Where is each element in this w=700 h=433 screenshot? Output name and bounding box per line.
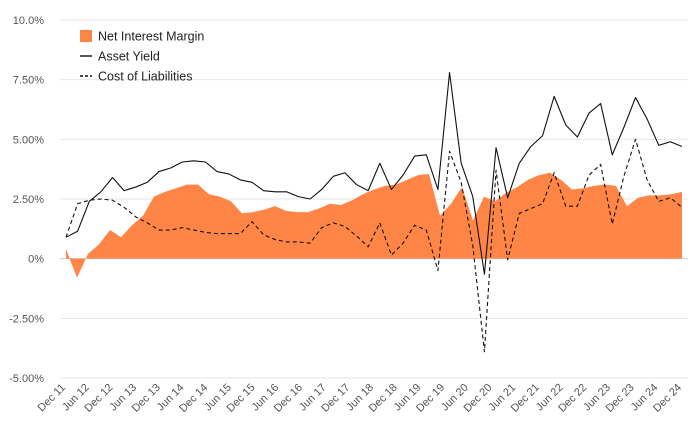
legend-item-asset-yield[interactable]: Asset Yield [80, 50, 160, 64]
y-tick-label: -5.00% [9, 373, 44, 385]
asset-yield-line [65, 71, 683, 275]
y-tick-label: 7.50% [13, 75, 44, 87]
legend-item-net-interest-margin[interactable]: Net Interest Margin [80, 30, 204, 44]
y-tick-label: 5.00% [13, 134, 44, 146]
y-tick-label: 2.50% [13, 194, 44, 206]
cost-of-liabilities-line [65, 138, 683, 353]
y-tick-label: 0% [28, 254, 44, 266]
legend-label-asset-yield: Asset Yield [98, 50, 160, 64]
legend[interactable]: Net Interest Margin Asset Yield Cost of Li… [80, 30, 204, 84]
legend-item-cost-of-liabilities[interactable]: Cost of Liabilities [80, 70, 193, 84]
y-tick-label: 10.0% [13, 15, 44, 27]
legend-swatch-net-interest-margin [80, 30, 92, 42]
legend-label-net-interest-margin: Net Interest Margin [98, 30, 204, 44]
legend-label-cost-of-liabilities: Cost of Liabilities [98, 70, 193, 84]
net-interest-margin-area [66, 172, 682, 278]
plot-area [65, 71, 683, 353]
y-tick-label: -2.50% [9, 313, 44, 325]
